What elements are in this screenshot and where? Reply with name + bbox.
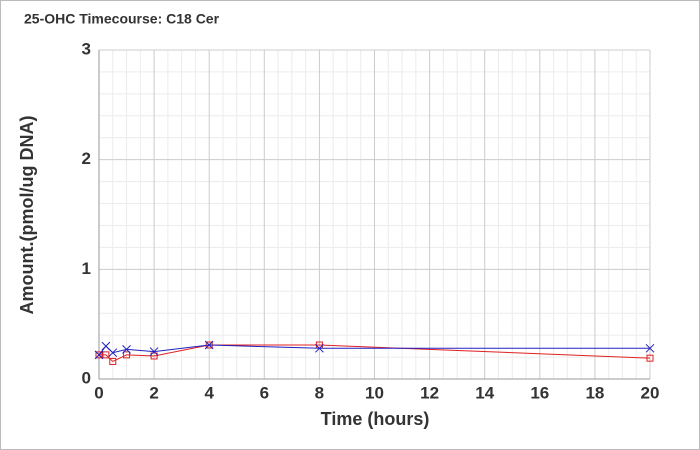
x-tick-label: 0 xyxy=(94,383,103,402)
marker xyxy=(94,350,104,360)
x-axis-label: Time (hours) xyxy=(321,409,430,429)
marker xyxy=(122,345,131,354)
x-tick-label: 8 xyxy=(315,383,324,402)
y-axis-label: Amount.(pmol/ug DNA) xyxy=(17,116,37,315)
marker xyxy=(108,348,118,358)
x-tick-label: 18 xyxy=(585,383,604,402)
marker xyxy=(102,351,110,359)
marker xyxy=(95,351,103,359)
x-tick-label: 20 xyxy=(641,383,660,402)
marker xyxy=(101,341,111,351)
x-tick-label: 2 xyxy=(149,383,158,402)
marker xyxy=(149,347,159,356)
marker xyxy=(645,343,655,353)
x-tick-label: 14 xyxy=(475,383,494,402)
marker xyxy=(315,343,324,353)
y-tick-label: 2 xyxy=(82,149,91,168)
x-tick-label: 10 xyxy=(365,383,384,402)
marker xyxy=(109,357,117,365)
marker xyxy=(204,340,214,350)
marker xyxy=(123,351,131,359)
x-tick-label: 16 xyxy=(530,383,549,402)
y-tick-label: 3 xyxy=(82,39,91,58)
y-tick-label: 1 xyxy=(82,259,91,278)
x-tick-label: 12 xyxy=(420,383,439,402)
x-tick-label: 6 xyxy=(260,383,269,402)
series-line xyxy=(99,344,651,363)
x-tick-label: 4 xyxy=(204,383,214,402)
marker xyxy=(646,354,654,362)
marker xyxy=(150,352,158,360)
y-tick-label: 0 xyxy=(82,368,91,387)
chart-title: 25-OHC Timecourse: C18 Cer xyxy=(24,11,220,27)
